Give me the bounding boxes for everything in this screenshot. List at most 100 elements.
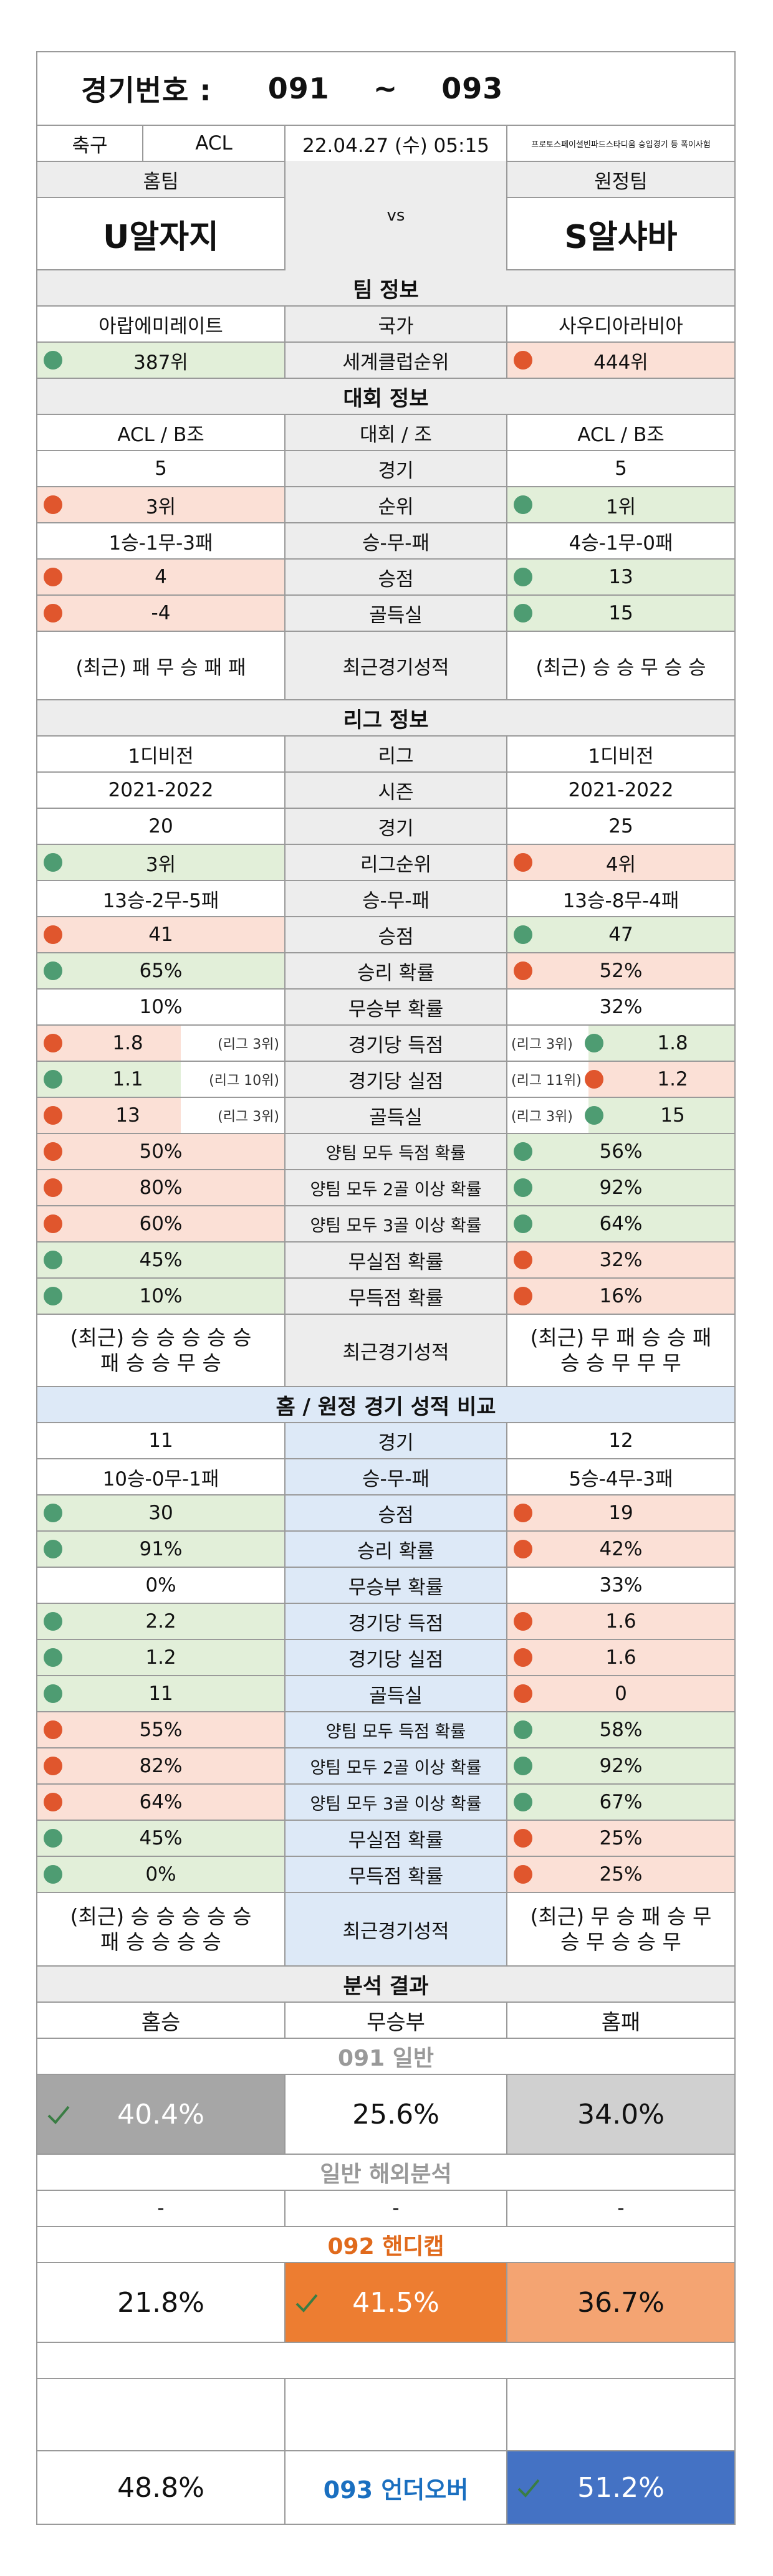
value: 1.6 <box>605 1646 636 1669</box>
green-dot-icon <box>514 1214 532 1233</box>
green-dot-icon <box>44 1251 62 1269</box>
recent-form-line: 패 승 승 승 승 <box>100 1930 221 1954</box>
section-team-info: 팀 정보 <box>37 270 734 305</box>
ha-away-value: 67% <box>507 1785 734 1820</box>
league-away-value: 64% <box>507 1206 734 1241</box>
tourney-row: (최근) 패 무 승 패 패 최근경기성적 (최근) 승 승 무 승 승 <box>36 632 736 700</box>
tourney-away-value: 5 <box>615 457 627 480</box>
game-092-title: 092 핸디캡 <box>37 2227 734 2262</box>
red-dot-icon <box>44 495 62 514</box>
league-away-value: 1디비전 <box>588 745 654 768</box>
league-label: 양팀 모두 3골 이상 확률 <box>286 1206 507 1241</box>
green-dot-icon <box>44 1070 62 1089</box>
league-home-value: 10% <box>37 1279 286 1314</box>
red-dot-icon <box>514 853 532 872</box>
red-dot-icon <box>44 1214 62 1233</box>
ha-home-value: 64% <box>37 1785 286 1820</box>
value: 1.8 <box>112 1032 143 1054</box>
section-home-away: 홈 / 원정 경기 성적 비교 <box>37 1387 734 1422</box>
g092-home: 21.8% <box>37 2263 286 2342</box>
league-row: 1디비전 리그 1디비전 <box>36 737 736 773</box>
value: 1위 <box>605 495 636 518</box>
league-row: 50% 양팀 모두 득점 확률 56% <box>36 1134 736 1170</box>
ha-row: 1.2 경기당 실점 1.6 <box>36 1640 736 1676</box>
match-sheet: 경기번호 : 091 ~ 093 축구 ACL 22.04.27 (수) 05:… <box>36 51 736 2525</box>
overseas-title: 일반 해외분석 <box>37 2155 734 2190</box>
league-away-value: 16% <box>507 1279 734 1314</box>
league-home-value: 45% <box>37 1243 286 1277</box>
league-away-value: 32% <box>599 996 643 1018</box>
value: 1.2 <box>145 1646 176 1669</box>
tourney-away-value: 4승-1무-0패 <box>569 532 673 555</box>
ha-row: 0% 무득점 확률 25% <box>36 1857 736 1893</box>
league-label: 최근경기성적 <box>286 1315 507 1386</box>
ha-label: 최근경기성적 <box>286 1893 507 1965</box>
ha-away-value: 0 <box>507 1676 734 1711</box>
league-away-value: 47 <box>507 917 734 952</box>
value: 64% <box>599 1213 643 1235</box>
tourney-away-value: (최근) 승 승 무 승 승 <box>535 656 706 679</box>
team-names: U알자지 vs S알샤바 <box>36 161 736 270</box>
league-rank: (리그 3위) <box>218 1037 279 1052</box>
value: 47 <box>608 923 633 946</box>
team-row: 아랍에미레이트 국가 사우디아라비아 <box>36 307 736 343</box>
red-dot-icon <box>44 925 62 944</box>
league-away-value: 56% <box>507 1134 734 1169</box>
league-row: 3위 리그순위 4위 <box>36 845 736 881</box>
league-away-value: 32% <box>507 1243 734 1277</box>
value: 13 <box>115 1104 140 1127</box>
red-dot-icon <box>44 604 62 623</box>
check-icon <box>47 2106 70 2124</box>
check-icon <box>295 2294 318 2312</box>
match-number-header: 경기번호 : 091 ~ 093 <box>36 51 736 126</box>
away-label: 원정팀 <box>507 162 734 197</box>
spacer-row-2 <box>36 2379 736 2451</box>
league-home-value: 50% <box>37 1134 286 1169</box>
ha-away-value: 92% <box>507 1748 734 1783</box>
home-team: U알자지 <box>37 198 286 269</box>
value: 1.2 <box>657 1068 688 1090</box>
game-092-row: 21.8% 41.5% 36.7% <box>36 2263 736 2343</box>
green-dot-icon <box>44 853 62 872</box>
league-row: 10% 무득점 확률 16% <box>36 1279 736 1315</box>
game-091-row: 40.4% 25.6% 34.0% <box>36 2075 736 2155</box>
league-home-value: 3위 <box>37 845 286 880</box>
ha-away-value: 25% <box>507 1857 734 1892</box>
ha-label: 승-무-패 <box>286 1459 507 1494</box>
value: 4위 <box>605 853 636 876</box>
green-dot-icon <box>514 1142 532 1161</box>
section-league-info: 리그 정보 <box>37 700 734 735</box>
ha-home-value: 2.2 <box>37 1604 286 1639</box>
ha-home-value: 11 <box>37 1676 286 1711</box>
green-dot-icon <box>44 1829 62 1848</box>
tourney-away-value: 1위 <box>507 487 734 522</box>
value: 30 <box>148 1502 173 1524</box>
league-home-value: 10% <box>37 990 286 1024</box>
tourney-label: 순위 <box>286 487 507 522</box>
team-label: 국가 <box>286 307 507 341</box>
tourney-home-value: 5 <box>37 451 286 486</box>
red-dot-icon <box>514 1612 532 1631</box>
league-label: 승리 확률 <box>286 953 507 988</box>
league-label: 승점 <box>286 917 507 952</box>
ha-row: 2.2 경기당 득점 1.6 <box>36 1604 736 1640</box>
value: 15 <box>660 1104 685 1127</box>
value: 2.2 <box>145 1610 176 1633</box>
league-label: 양팀 모두 득점 확률 <box>286 1134 507 1169</box>
tourney-label: 골득실 <box>286 596 507 631</box>
league-label: 경기당 득점 <box>286 1026 507 1061</box>
ha-home-value: 1.2 <box>37 1640 286 1675</box>
value: 82% <box>139 1755 183 1777</box>
ha-label: 양팀 모두 2골 이상 확률 <box>286 1748 507 1783</box>
value: 11 <box>148 1682 173 1705</box>
match-number-from: 091 <box>267 72 330 105</box>
league-label: 무승부 확률 <box>286 990 507 1024</box>
league-home-value: 1.1 (리그 10위) <box>37 1062 286 1097</box>
match-number-sep: ~ <box>373 72 398 105</box>
green-dot-icon <box>514 604 532 623</box>
league-label: 시즌 <box>286 773 507 808</box>
check-icon <box>517 2479 540 2497</box>
tourney-home-value: ACL / B조 <box>37 415 286 450</box>
ha-away-value: 42% <box>507 1532 734 1567</box>
